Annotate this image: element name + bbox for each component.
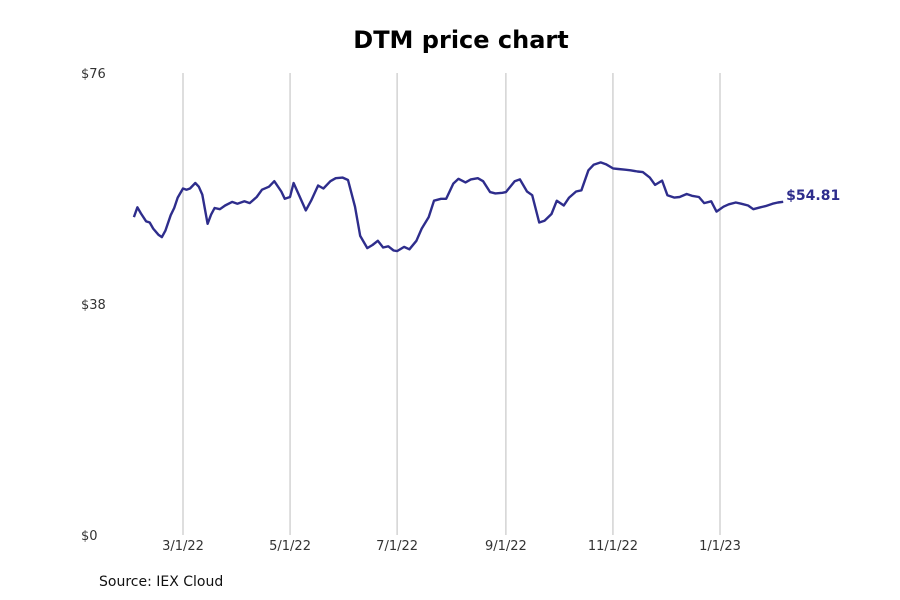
vertical-grid <box>182 73 721 535</box>
x-tick-label: 1/1/23 <box>699 539 741 554</box>
y-axis-ticks: $76 $38 $0 <box>81 67 106 544</box>
y-tick-label: $76 <box>81 67 106 82</box>
x-tick-label: 7/1/22 <box>376 539 418 554</box>
source-note: Source: IEX Cloud <box>99 574 224 590</box>
x-tick-label: 9/1/22 <box>485 539 527 554</box>
y-tick-label: $38 <box>81 298 106 313</box>
y-tick-label: $0 <box>81 529 98 544</box>
x-tick-label: 5/1/22 <box>269 539 311 554</box>
x-tick-label: 11/1/22 <box>588 539 638 554</box>
x-axis-ticks: 3/1/22 5/1/22 7/1/22 9/1/22 11/1/22 1/1/23 <box>162 539 741 554</box>
last-price-label: $54.81 <box>786 188 840 204</box>
x-tick-label: 3/1/22 <box>162 539 204 554</box>
chart-title: DTM price chart <box>353 26 569 54</box>
price-series-line <box>132 161 784 253</box>
